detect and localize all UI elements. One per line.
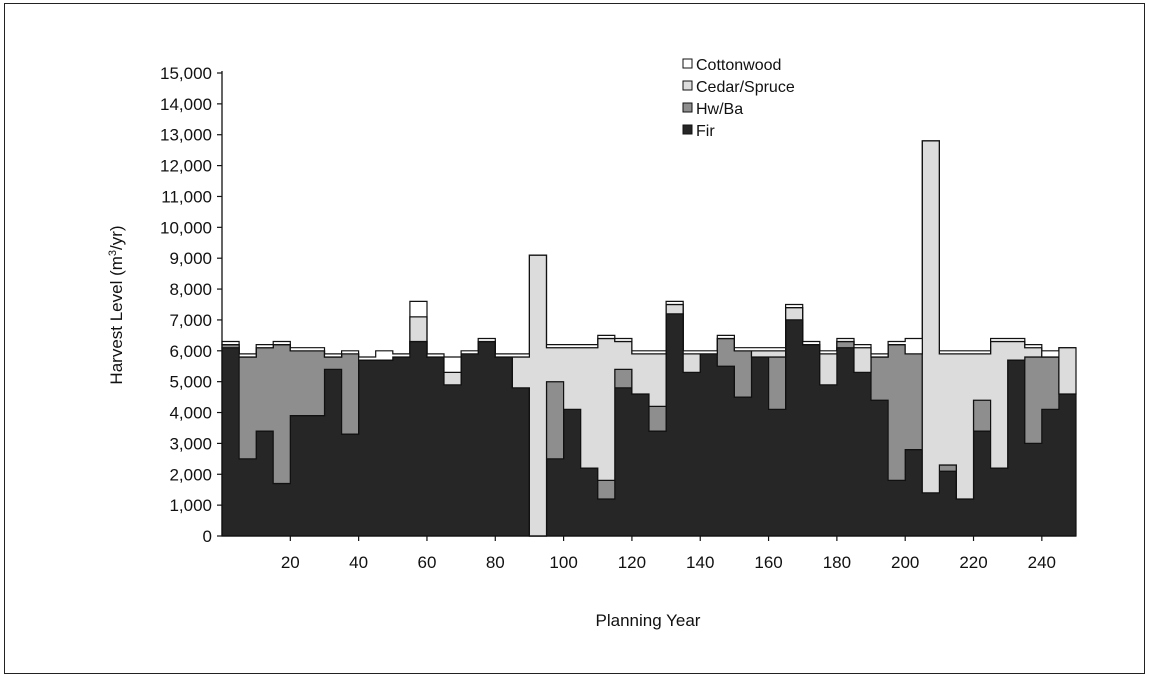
y-tick-label: 8,000 [169, 280, 212, 299]
y-axis-title-superscript: 3 [107, 250, 119, 256]
x-tick-label: 40 [349, 553, 368, 572]
y-tick-label: 12,000 [160, 157, 212, 176]
chart-frame [4, 3, 1145, 674]
y-axis-title-main: Harvest Level (m [107, 256, 126, 384]
y-tick-label: 13,000 [160, 126, 212, 145]
legend-swatch-cedar-spruce [682, 80, 693, 91]
x-tick-label: 100 [549, 553, 577, 572]
legend-label-fir: Fir [696, 123, 715, 140]
y-tick-label: 11,000 [161, 187, 212, 206]
y-tick-label: 4,000 [169, 404, 212, 423]
area-cottonwood [221, 140, 1076, 373]
y-axis-title-tail: /yr) [107, 225, 126, 250]
y-tick-label: 5,000 [169, 373, 212, 392]
x-axis-ticks: 20 40 60 80 100 120 140 160 180 200 220 240 [281, 536, 1056, 572]
legend-label-cedar-spruce: Cedar/Spruce [696, 79, 795, 96]
x-tick-label: 120 [618, 553, 646, 572]
x-tick-label: 220 [959, 553, 987, 572]
legend-swatch-hw-ba [682, 102, 693, 113]
x-tick-label: 180 [823, 553, 851, 572]
x-tick-label: 240 [1028, 553, 1056, 572]
axes-group [221, 71, 1076, 537]
y-tick-label: 15,000 [160, 64, 212, 83]
y-tick-label: 1,000 [169, 496, 212, 515]
y-tick-label: 14,000 [160, 95, 212, 114]
area-series-group [221, 140, 1077, 537]
legend-label-cottonwood: Cottonwood [696, 57, 781, 74]
x-tick-label: 20 [281, 553, 300, 572]
y-tick-label: 7,000 [169, 311, 212, 330]
x-tick-label: 200 [891, 553, 919, 572]
y-axis-ticks: 0 1,000 2,000 3,000 4,000 5,000 6,000 7,000 8,00… [160, 64, 222, 546]
y-axis-title: Harvest Level (m3/yr) [107, 225, 126, 384]
legend-swatch-fir [682, 124, 693, 135]
y-tick-label: 0 [203, 527, 212, 546]
y-tick-label: 10,000 [160, 218, 212, 237]
y-tick-label: 3,000 [169, 434, 212, 453]
x-axis-title: Planning Year [596, 611, 701, 630]
x-tick-label: 160 [754, 553, 782, 572]
x-tick-label: 80 [486, 553, 505, 572]
x-tick-label: 60 [417, 553, 436, 572]
y-tick-label: 6,000 [169, 342, 212, 361]
legend-swatch-cottonwood [682, 58, 693, 69]
y-tick-label: 9,000 [169, 249, 212, 268]
x-tick-label: 140 [686, 553, 714, 572]
legend: Cottonwood Cedar/Spruce Hw/Ba Fir [682, 57, 795, 140]
legend-label-hw-ba: Hw/Ba [696, 101, 743, 118]
y-tick-label: 2,000 [169, 465, 212, 484]
